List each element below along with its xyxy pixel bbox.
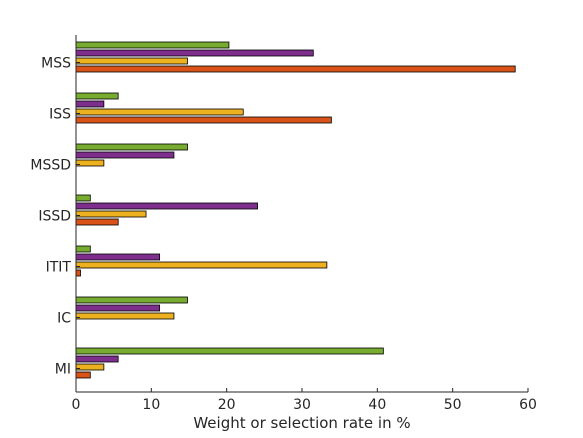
x-tick-label: 10 [142,397,160,413]
bar-iss-series-4 [75,116,332,124]
bar-ic-series-2 [75,304,161,312]
x-tick-label: 60 [519,397,537,413]
x-tick-label: 30 [293,397,311,413]
x-tick-label: 50 [444,397,462,413]
x-ticks-group: 0 10 20 30 40 50 60 [72,388,537,413]
y-tick-label-mss: MSS [41,56,71,72]
bar-mssd-series-1 [75,143,188,151]
bar-mss-series-4 [75,65,516,73]
bar-mss-series-1 [75,41,230,49]
y-tick-label-issd: ISSD [38,209,71,225]
bar-mss-series-3 [75,57,188,65]
bar-mi-series-1 [75,347,384,355]
y-tick-label-itit: ITIT [46,260,72,276]
bar-issd-series-3 [75,210,147,218]
bar-mi-series-2 [75,355,119,363]
bars-group [75,41,516,379]
x-tick-label: 40 [368,397,386,413]
y-tick-label-ic: IC [57,311,71,327]
bar-issd-series-2 [75,202,258,210]
y-tick-label-iss: ISS [49,107,71,123]
bar-iss-series-3 [75,108,244,116]
x-tick-label: 20 [218,397,236,413]
bar-issd-series-1 [75,194,91,202]
x-tick-label: 0 [72,397,81,413]
y-tick-label-mi: MI [55,362,71,378]
bar-mssd-series-2 [75,151,175,159]
y-tick-label-mssd: MSSD [30,158,71,174]
y-ticks-group: MSS ISS MSSD ISSD ITIT IC MI [30,56,80,378]
bar-mssd-series-3 [75,159,105,167]
bar-itit-series-1 [75,245,91,253]
bar-itit-series-4 [75,269,81,277]
x-axis-label: Weight or selection rate in % [193,414,410,432]
bar-iss-series-2 [75,100,105,108]
bar-itit-series-3 [75,261,328,269]
bar-iss-series-1 [75,92,119,100]
bar-ic-series-3 [75,312,175,320]
bar-issd-series-4 [75,218,119,226]
bar-mss-series-2 [75,49,314,57]
bar-ic-series-1 [75,296,188,304]
bar-itit-series-2 [75,253,161,261]
bar-mi-series-3 [75,363,105,371]
bar-mi-series-4 [75,371,91,379]
